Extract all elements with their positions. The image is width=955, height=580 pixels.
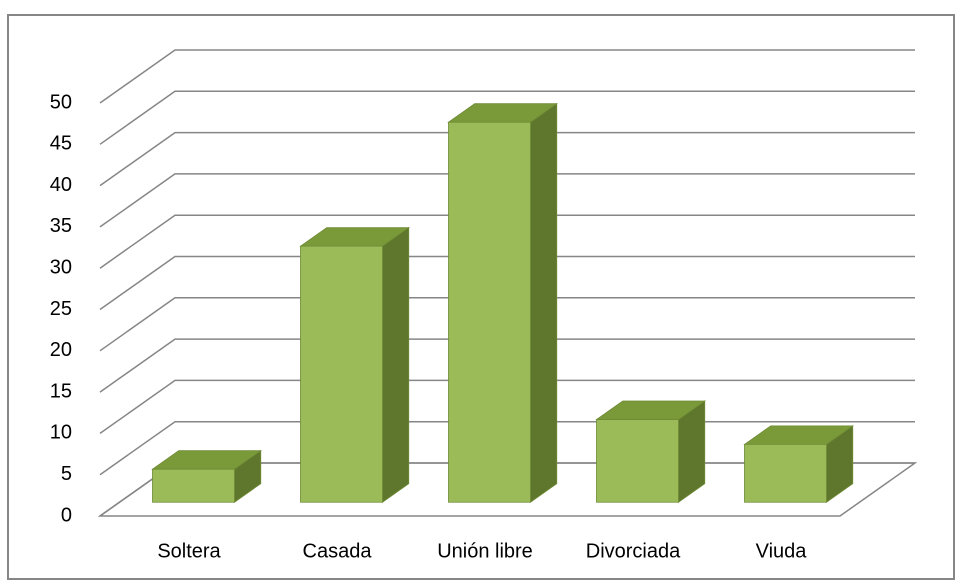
grid-line <box>99 131 915 187</box>
y-tick-label: 50 <box>50 91 72 113</box>
grid-line <box>99 214 915 269</box>
bar <box>595 400 707 503</box>
y-tick-label: 30 <box>50 256 72 278</box>
bar-front <box>152 468 235 503</box>
grid-line <box>99 338 915 393</box>
y-tick-label: 20 <box>50 339 72 361</box>
bar <box>447 102 559 503</box>
bar <box>299 226 411 503</box>
bar-front <box>448 121 531 503</box>
grid-line <box>99 173 915 228</box>
x-tick-label: Soltera <box>157 540 221 562</box>
x-tick-label: Casada <box>303 540 373 562</box>
x-tick-label: Divorciada <box>586 540 681 562</box>
grid-line <box>99 49 915 104</box>
bar-front <box>596 419 679 503</box>
y-tick-label: 0 <box>61 504 72 526</box>
bar <box>743 425 855 503</box>
y-tick-label: 45 <box>50 133 72 155</box>
grid-line <box>99 255 915 311</box>
grid-line <box>99 379 915 435</box>
grid-line <box>99 90 915 145</box>
y-tick-label: 15 <box>50 380 72 402</box>
y-tick-label: 10 <box>50 422 72 444</box>
y-tick-label: 40 <box>50 174 72 196</box>
x-tick-label: Unión libre <box>437 540 533 562</box>
x-tick-label: Viuda <box>756 540 808 562</box>
bar-side <box>382 226 410 503</box>
bar-front <box>300 245 383 503</box>
y-tick-label: 5 <box>61 463 72 485</box>
y-tick-label: 25 <box>50 298 72 320</box>
grid-line <box>99 297 915 352</box>
bar-front <box>744 443 827 503</box>
bar-side <box>530 102 558 503</box>
bar <box>151 449 263 503</box>
y-tick-label: 35 <box>50 215 72 237</box>
